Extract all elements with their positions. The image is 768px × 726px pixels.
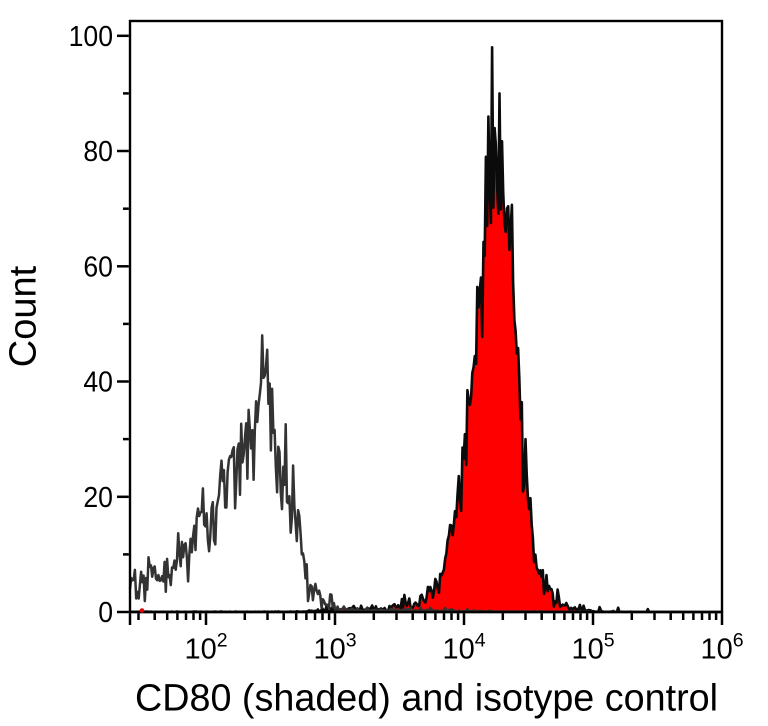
svg-text:100: 100 bbox=[69, 21, 113, 53]
svg-text:Count: Count bbox=[3, 265, 45, 367]
svg-text:105: 105 bbox=[571, 630, 614, 666]
svg-text:40: 40 bbox=[83, 367, 113, 399]
svg-text:CD80 (shaded) and isotype cont: CD80 (shaded) and isotype control bbox=[135, 678, 718, 720]
svg-text:20: 20 bbox=[83, 482, 113, 514]
svg-text:80: 80 bbox=[83, 136, 113, 168]
svg-text:0: 0 bbox=[98, 597, 113, 629]
svg-text:60: 60 bbox=[83, 252, 113, 284]
svg-text:103: 103 bbox=[313, 630, 356, 666]
